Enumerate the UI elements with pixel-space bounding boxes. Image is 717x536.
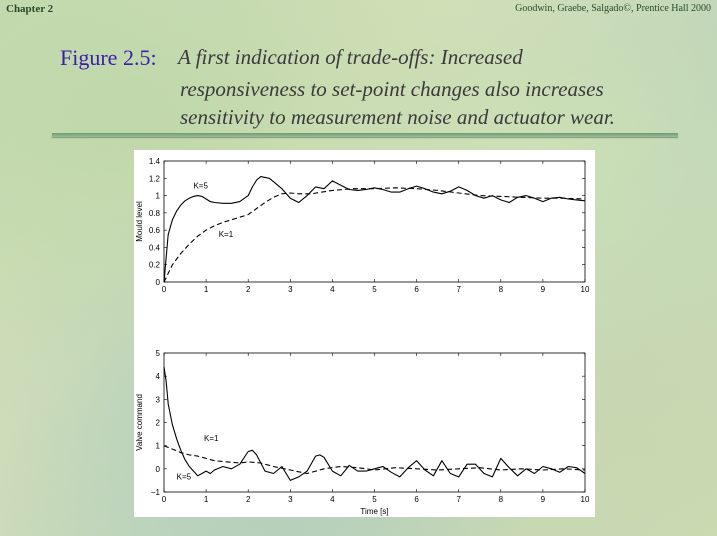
plot1-series-line-k1 <box>163 187 586 283</box>
plot1-y-tick-label: 1 <box>156 192 161 201</box>
plot1-x-tick-label: 7 <box>456 285 461 294</box>
plot1-y-tick-label: 1.2 <box>149 174 161 183</box>
caption-line-3: sensitivity to measurement noise and act… <box>180 105 615 129</box>
plot2-series-annotation: K=1 <box>204 434 219 443</box>
plot1-y-tick-label: 0.6 <box>149 226 161 235</box>
plot2-x-tick-label: 8 <box>499 495 504 504</box>
plot2-x-tick-label: 6 <box>414 495 419 504</box>
plot1-x-tick-label: 5 <box>372 285 377 294</box>
plot1-y-axis-label: Mould level <box>135 201 144 242</box>
plot1-series-annotation: K=5 <box>193 182 208 191</box>
plot2-y-tick-label: 2 <box>156 419 161 428</box>
plot1-y-tick-label: 0 <box>156 278 161 287</box>
plot2-x-tick-label: 9 <box>541 495 546 504</box>
plot1-x-tick-label: 8 <box>499 285 504 294</box>
plot1-x-tick-label: 10 <box>581 285 590 294</box>
plot2-y-tick-label: −1 <box>151 488 161 497</box>
plot1-y-tick-label: 0.4 <box>149 243 161 252</box>
plot1-x-tick-label: 4 <box>330 285 335 294</box>
plot2-series-annotation: K=5 <box>177 472 192 481</box>
plot1-y-tick-label: 1.4 <box>149 157 161 166</box>
caption-line-1: A first indication of trade-offs: Increa… <box>178 45 523 69</box>
plot2-series-line-k5 <box>163 366 586 481</box>
plot2-x-tick-label: 10 <box>581 495 590 504</box>
plot2-y-tick-label: 5 <box>156 349 161 358</box>
plot2-y-tick-label: 3 <box>156 395 161 404</box>
plot2-x-tick-label: 3 <box>288 495 293 504</box>
plot2-x-tick-label: 7 <box>456 495 461 504</box>
plot2-y-axis-label: Valve command <box>135 394 144 451</box>
plot1-x-tick-label: 3 <box>288 285 293 294</box>
plot1-series-annotation: K=1 <box>219 230 234 239</box>
plot2-x-tick-label: 0 <box>162 495 167 504</box>
plot2-series-line-k1 <box>163 445 586 475</box>
chapter-label: Chapter 2 <box>6 3 54 15</box>
plot2-y-tick-label: 1 <box>156 442 161 451</box>
plot1-x-tick-label: 9 <box>541 285 546 294</box>
figure-label: Figure 2.5: <box>60 45 157 70</box>
plot1-x-tick-label: 1 <box>204 285 209 294</box>
plot2-x-axis-label: Time [s] <box>360 507 388 516</box>
plot2-x-tick-label: 4 <box>330 495 335 504</box>
plot2-x-tick-label: 5 <box>372 495 377 504</box>
plot1-y-tick-label: 0.8 <box>149 209 161 218</box>
plot1-y-tick-label: 0.2 <box>149 261 161 270</box>
figure-panel: 0 1 2 3 4 5 6 7 8 9 10 0 0.2 0.4 0.6 0.8 1 1.2 1.4 Mould le… <box>134 150 595 517</box>
plot1-series-line-k5 <box>163 176 586 283</box>
caption-divider <box>52 133 678 137</box>
plot2-x-tick-label: 2 <box>246 495 251 504</box>
plot2-x-tick-label: 1 <box>204 495 209 504</box>
plot1-x-tick-label: 6 <box>414 285 419 294</box>
plot1-x-tick-label: 0 <box>162 285 167 294</box>
caption-line-2: responsiveness to set-point changes also… <box>180 77 604 101</box>
plot2-axes-frame <box>163 352 586 493</box>
plot2-y-tick-label: 0 <box>156 465 161 474</box>
plot2-y-tick-label: 4 <box>156 372 161 381</box>
author-credit: Goodwin, Graebe, Salgado©, Prentice Hall… <box>515 3 711 14</box>
plot1-x-tick-label: 2 <box>246 285 251 294</box>
